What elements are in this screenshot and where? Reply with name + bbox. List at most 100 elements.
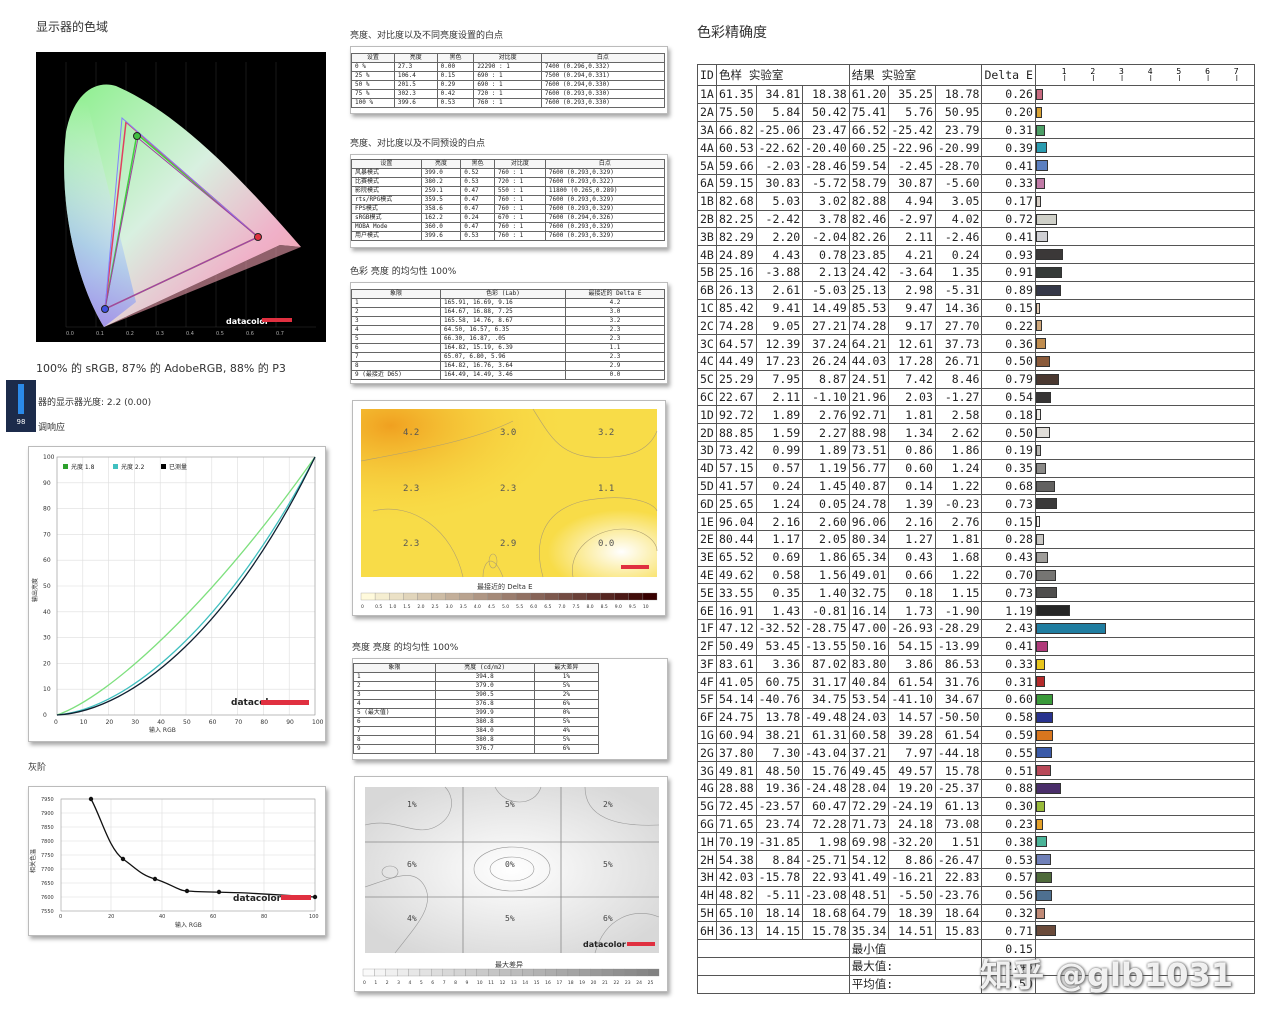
delta-e-bar [1035, 551, 1049, 563]
row-id: 3D [697, 440, 717, 460]
hm1-label-7: 2.3 [403, 539, 419, 549]
lab-value: 60.75 [755, 672, 804, 692]
lab-value: 87.02 [802, 654, 850, 674]
gamma-xlabel: 输入 RGB [149, 726, 176, 734]
lab-value: 53.54 [848, 690, 890, 709]
scale-tick: 12 [500, 980, 506, 986]
lab-value: 1.86 [802, 547, 850, 567]
table4-title: 亮度 亮度 的均匀性 100% [352, 643, 459, 653]
delta-e-bar [1035, 106, 1042, 118]
table3: 象限 色彩 (Lab) 最接近的 Delta E 1 165.91, 16.69, 9… [350, 289, 665, 380]
lab-value: -23.08 [802, 885, 850, 905]
summary-value: 2.43 [981, 957, 1036, 976]
delta-e-value: 0.58 [981, 707, 1036, 727]
lab-value: 2.61 [755, 280, 804, 300]
row-id: 5F [697, 690, 717, 709]
delta-e-value: 0.41 [981, 227, 1036, 247]
scale-tick: 4.0 [474, 604, 481, 610]
scale-tick: 0 [361, 604, 364, 610]
th-sample: 色样 实验室 [716, 64, 850, 86]
accuracy-row: 1E 96.04 2.16 2.60 96.06 2.16 2.76 0.15 [697, 512, 1255, 531]
scale-tick: 5 [420, 980, 423, 986]
lab-value: 71.73 [848, 814, 890, 834]
lab-value: -26.93 [888, 618, 936, 638]
lab-value: 60.58 [848, 725, 890, 745]
lab-value: 0.58 [755, 565, 804, 585]
accuracy-row: 5C 25.29 7.95 8.87 24.51 7.42 8.46 0.79 [697, 369, 1255, 389]
lab-value: 1.19 [802, 458, 850, 478]
svg-text:40: 40 [159, 914, 165, 920]
lab-value: -1.27 [934, 387, 983, 407]
lab-value: 49.57 [888, 761, 936, 781]
lab-value: 4.02 [934, 209, 983, 229]
lab-value: 16.91 [716, 601, 757, 620]
lab-value: -5.72 [802, 173, 850, 193]
lab-value: 96.06 [848, 512, 890, 531]
y-tick: 40 [43, 609, 51, 616]
scale-tick: 17 [557, 980, 563, 986]
gamma-ylabel: 输出亮度 [31, 578, 39, 602]
lab-value: 2.05 [802, 529, 850, 549]
delta-e-bar [1035, 765, 1051, 777]
delta-e-bar [1035, 213, 1057, 225]
lab-value: -32.52 [755, 618, 804, 638]
scale-tick: 7.5 [572, 604, 579, 610]
lab-value: 32.75 [848, 583, 890, 603]
delta-e-value: 0.33 [981, 654, 1036, 674]
table-row: 5 (最大值) 399.9 0% [353, 708, 600, 718]
delta-e-value: 0.39 [981, 138, 1036, 158]
accuracy-row: 1F 47.12 -32.52 -28.75 47.00 -26.93 -28.29 2.43 [697, 618, 1255, 638]
lab-value: 24.03 [848, 707, 890, 727]
lab-value: 9.41 [755, 298, 804, 318]
row-id: 3E [697, 547, 717, 567]
lab-value: 28.04 [848, 779, 890, 798]
svg-text:0.5: 0.5 [216, 331, 224, 337]
lab-value: 50.42 [802, 102, 850, 122]
lab-value: -28.29 [934, 618, 983, 638]
lab-value: -28.46 [802, 156, 850, 175]
lab-value: 82.29 [716, 227, 757, 247]
lab-value: 1.89 [802, 440, 850, 460]
lab-value: 54.15 [888, 636, 936, 656]
lab-value: 37.24 [802, 334, 850, 353]
delta-e-bar [1035, 747, 1052, 759]
lab-value: 61.54 [888, 672, 936, 692]
delta-e-bar [1035, 124, 1045, 136]
y-tick: 50 [43, 583, 51, 590]
scale-tick: 14 [522, 980, 528, 986]
delta-e-bar [1035, 676, 1045, 688]
lab-value: 54.14 [716, 690, 757, 709]
lab-value: 1.73 [888, 601, 936, 620]
delta-axis: 1 2 3 4 5 6 7 [1062, 67, 1239, 81]
lab-value: 1.81 [888, 405, 936, 425]
svg-text:7850: 7850 [41, 825, 54, 831]
th: 黑色 [460, 159, 495, 169]
lab-value: 36.13 [716, 921, 757, 941]
scale-tick: 21 [602, 980, 608, 986]
row-id: 6G [697, 814, 717, 834]
accuracy-row: 2C 74.28 9.05 27.21 74.28 9.17 27.70 0.22 [697, 316, 1255, 336]
delta-e-bar [1035, 302, 1041, 314]
lab-value: 48.82 [716, 885, 757, 905]
svg-text:0.7: 0.7 [276, 331, 284, 337]
scale-tick: 8.0 [587, 604, 594, 610]
scale-tick: 1.0 [389, 604, 396, 610]
accuracy-row: 1C 85.42 9.41 14.49 85.53 9.47 14.36 0.15 [697, 298, 1255, 318]
hm2-label-5: 0% [505, 860, 515, 869]
y-tick: 20 [43, 660, 51, 667]
table-row: 3 390.5 2% [353, 690, 600, 700]
row-id: 2G [697, 743, 717, 763]
accuracy-row: 2E 80.44 1.17 2.05 80.34 1.27 1.81 0.28 [697, 529, 1255, 549]
lab-value: 33.55 [716, 583, 757, 603]
lab-value: -3.64 [888, 262, 936, 282]
accuracy-row: 1D 92.72 1.89 2.76 92.71 1.81 2.58 0.18 [697, 405, 1255, 425]
lab-value: 7.30 [755, 743, 804, 763]
accuracy-row: 5B 25.16 -3.88 2.13 24.42 -3.64 1.35 0.91 [697, 262, 1255, 282]
lab-value: -40.76 [755, 690, 804, 709]
table2: 设置 亮度 黑色 对比度 白点 风暴模式 399.0 0.52 760 : 1 7600 (… [351, 159, 666, 241]
th: 最大差异 [533, 663, 600, 673]
legend-3: 已测量 [169, 463, 187, 471]
scale-tick: 1.5 [403, 604, 410, 610]
accuracy-row: 2F 50.49 53.45 -13.55 50.16 54.15 -13.99 0.41 [697, 636, 1255, 656]
delta-e-value: 0.50 [981, 423, 1036, 442]
